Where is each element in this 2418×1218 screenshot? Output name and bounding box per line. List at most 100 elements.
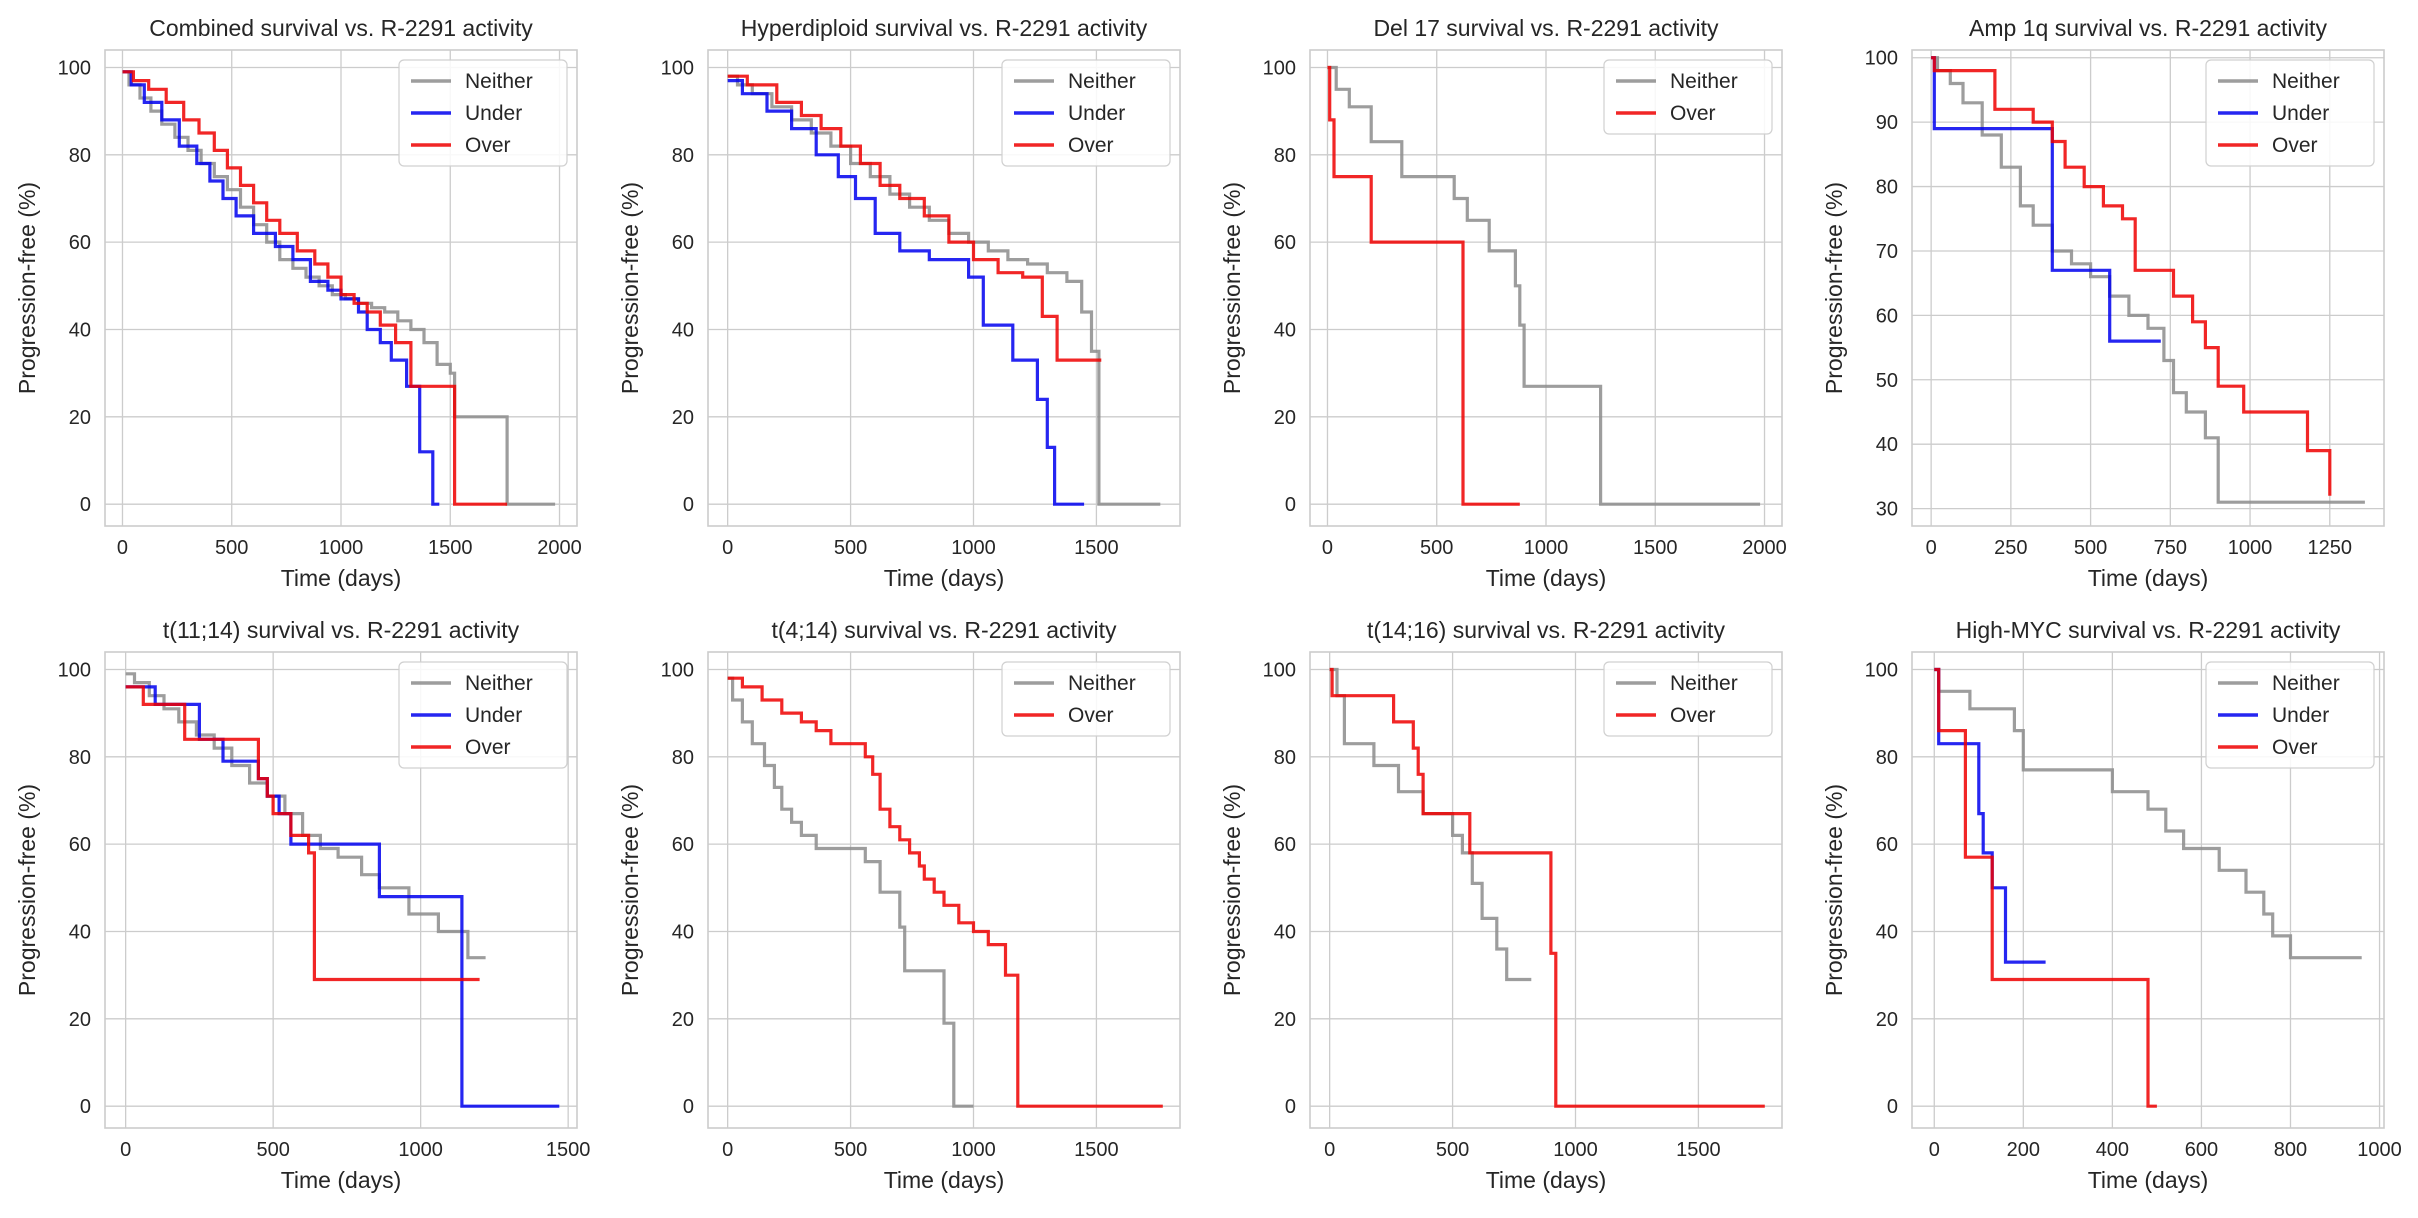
- legend-box: [2205, 661, 2375, 769]
- series-line-under: [1934, 667, 2046, 964]
- series-line-neither: [727, 74, 1161, 506]
- y-tick-label: 40: [1876, 434, 1898, 456]
- x-tick-label: 500: [1420, 537, 1453, 559]
- x-tick-label: 1500: [428, 537, 473, 559]
- y-tick-label: 80: [672, 145, 694, 167]
- y-axis-label: Progression-free (%): [1821, 182, 1847, 394]
- x-tick-label: 400: [2096, 1139, 2129, 1161]
- legend: Neither Under Over: [398, 59, 568, 167]
- series-line-over: [125, 685, 480, 982]
- series-line-neither: [1931, 56, 2365, 504]
- y-tick-label: 100: [58, 659, 91, 681]
- y-tick-label: 0: [1285, 1096, 1296, 1118]
- x-axis-label: Time (days): [2088, 1167, 2209, 1193]
- legend: Neither Under Over: [1001, 59, 1171, 167]
- series-line-over: [122, 70, 508, 506]
- legend-label-neither: Neither: [1068, 70, 1136, 93]
- legend-box: [1603, 59, 1773, 135]
- legend-label-over: Over: [2272, 736, 2318, 759]
- series-line-over: [1327, 65, 1520, 506]
- y-tick-label: 70: [1876, 241, 1898, 263]
- subplot-6: 0 500 1000 1500 0 20 40 60 80 100 t(4;14) survival…: [617, 617, 1181, 1193]
- chart-title: Del 17 survival vs. R-2291 activity: [1373, 15, 1719, 41]
- chart-title: High-MYC survival vs. R-2291 activity: [1956, 617, 2341, 643]
- series-line-over: [1931, 56, 2332, 496]
- x-axis-label: Time (days): [2088, 565, 2209, 591]
- x-tick-label: 200: [2007, 1139, 2040, 1161]
- series-line-over: [727, 74, 1102, 362]
- x-axis-label: Time (days): [281, 565, 402, 591]
- plot-frame: [707, 651, 1181, 1129]
- x-tick-label: 1000: [1553, 1139, 1598, 1161]
- legend-label-over: Over: [1670, 102, 1716, 125]
- legend-label-over: Over: [1670, 704, 1716, 727]
- y-tick-label: 80: [69, 747, 91, 769]
- y-tick-label: 30: [1876, 499, 1898, 521]
- y-tick-label: 60: [1274, 232, 1296, 254]
- y-tick-label: 80: [1876, 747, 1898, 769]
- x-tick-label: 500: [2074, 537, 2107, 559]
- series-line-over: [1934, 667, 2157, 1108]
- x-tick-label: 1500: [1633, 537, 1678, 559]
- x-tick-label: 500: [1436, 1139, 1469, 1161]
- subplot-7: 0 500 1000 1500 0 20 40 60 80 100 t(14;16) surviva…: [1219, 617, 1783, 1193]
- legend-label-neither: Neither: [465, 70, 533, 93]
- y-axis-label: Progression-free (%): [14, 784, 40, 996]
- legend-label-neither: Neither: [2272, 672, 2340, 695]
- legend: Neither Over: [1603, 59, 1773, 135]
- y-tick-label: 20: [1274, 1009, 1296, 1031]
- x-tick-label: 0: [1929, 1139, 1940, 1161]
- chart-title: t(14;16) survival vs. R-2291 activity: [1367, 617, 1725, 643]
- x-tick-label: 500: [834, 537, 867, 559]
- x-tick-label: 1000: [1524, 537, 1569, 559]
- y-axis-label: Progression-free (%): [1219, 182, 1245, 394]
- legend-box: [1001, 661, 1171, 737]
- legend-label-neither: Neither: [2272, 70, 2340, 93]
- x-tick-label: 500: [834, 1139, 867, 1161]
- legend: Neither Under Over: [2205, 661, 2375, 769]
- legend: Neither Over: [1001, 661, 1171, 737]
- y-tick-label: 40: [1274, 319, 1296, 341]
- series-line-neither: [122, 70, 556, 506]
- series-line-neither: [727, 676, 974, 1108]
- plot-frame: [104, 49, 578, 527]
- x-tick-label: 0: [722, 1139, 733, 1161]
- y-axis-label: Progression-free (%): [617, 784, 643, 996]
- y-tick-label: 40: [1274, 921, 1296, 943]
- y-tick-label: 60: [69, 232, 91, 254]
- y-tick-label: 60: [69, 834, 91, 856]
- series-line-neither: [1329, 667, 1532, 982]
- y-tick-label: 40: [672, 921, 694, 943]
- y-tick-label: 60: [672, 834, 694, 856]
- legend-label-over: Over: [2272, 134, 2318, 157]
- chart-title: t(11;14) survival vs. R-2291 activity: [163, 617, 520, 643]
- legend-box: [1001, 59, 1171, 167]
- y-tick-label: 0: [683, 494, 694, 516]
- y-tick-label: 0: [683, 1096, 694, 1118]
- plot-frame: [104, 651, 578, 1129]
- legend-label-under: Under: [2272, 704, 2329, 727]
- x-axis-label: Time (days): [884, 1167, 1005, 1193]
- y-tick-label: 80: [69, 145, 91, 167]
- y-tick-label: 100: [1263, 57, 1296, 79]
- y-tick-label: 20: [672, 1009, 694, 1031]
- series-line-under: [727, 79, 1085, 506]
- y-axis-label: Progression-free (%): [617, 182, 643, 394]
- y-axis-label: Progression-free (%): [14, 182, 40, 394]
- legend: Neither Under Over: [398, 661, 568, 769]
- x-tick-label: 0: [120, 1139, 131, 1161]
- x-tick-label: 0: [1324, 1139, 1335, 1161]
- y-tick-label: 80: [672, 747, 694, 769]
- y-tick-label: 60: [1274, 834, 1296, 856]
- subplot-2: 0 500 1000 1500 0 20 40 60 80 100 Hyperdiploid sur…: [617, 15, 1181, 591]
- x-axis-label: Time (days): [281, 1167, 402, 1193]
- y-tick-label: 20: [1876, 1009, 1898, 1031]
- y-tick-label: 0: [1285, 494, 1296, 516]
- legend: Neither Over: [1603, 661, 1773, 737]
- x-axis-label: Time (days): [1486, 1167, 1607, 1193]
- chart-title: Combined survival vs. R-2291 activity: [149, 15, 533, 41]
- legend-label-over: Over: [465, 736, 511, 759]
- legend-box: [2205, 59, 2375, 167]
- plot-frame: [1911, 651, 2385, 1129]
